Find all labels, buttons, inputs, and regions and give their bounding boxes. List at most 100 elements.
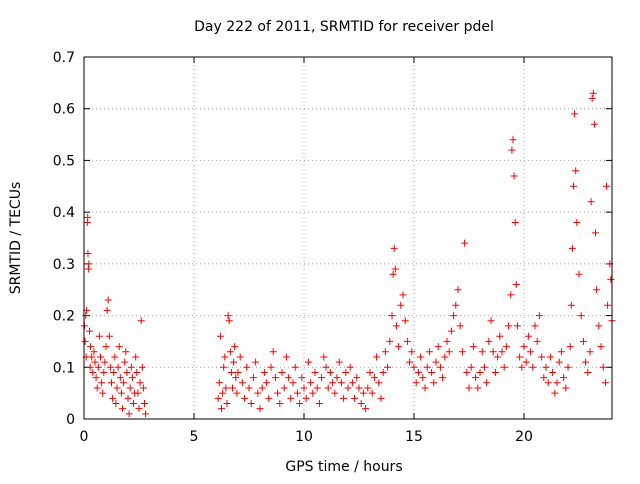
- data-point: [443, 337, 451, 345]
- data-point: [222, 384, 230, 392]
- y-tick-label: 0: [66, 412, 75, 428]
- data-point: [397, 301, 405, 309]
- data-point: [546, 353, 554, 361]
- data-point: [500, 363, 508, 371]
- data-point: [329, 379, 337, 387]
- data-point: [133, 368, 141, 376]
- data-point: [410, 363, 418, 371]
- data-point: [340, 394, 348, 402]
- data-point: [260, 368, 268, 376]
- data-point: [247, 399, 255, 407]
- data-point: [571, 110, 579, 118]
- data-point: [520, 343, 528, 351]
- data-point: [313, 384, 321, 392]
- data-point: [101, 358, 109, 366]
- data-point: [592, 229, 599, 237]
- data-point: [454, 286, 462, 294]
- data-point: [134, 389, 142, 397]
- data-point: [110, 368, 118, 376]
- data-point: [375, 379, 383, 387]
- data-point: [498, 348, 506, 356]
- data-point: [388, 312, 396, 320]
- data-point: [227, 368, 235, 376]
- data-point: [224, 312, 232, 320]
- data-point: [282, 353, 290, 361]
- data-point: [566, 343, 574, 351]
- data-point: [300, 384, 308, 392]
- data-point: [478, 348, 486, 356]
- data-point: [513, 322, 521, 330]
- data-point: [342, 368, 350, 376]
- data-point: [231, 343, 239, 351]
- x-axis-label: GPS time / hours: [285, 459, 402, 475]
- data-point: [241, 394, 249, 402]
- data-point: [601, 379, 609, 387]
- grid-layer: [84, 57, 612, 419]
- data-point: [219, 389, 227, 397]
- data-point: [293, 389, 301, 397]
- data-point: [97, 353, 104, 361]
- data-point: [245, 384, 253, 392]
- data-point: [417, 353, 425, 361]
- data-point: [139, 384, 147, 392]
- data-point: [348, 379, 356, 387]
- y-tick-label: 0.5: [53, 153, 75, 169]
- data-point: [214, 394, 222, 402]
- data-point: [346, 363, 354, 371]
- data-point: [141, 399, 148, 407]
- data-point: [524, 332, 532, 340]
- data-point: [491, 368, 499, 376]
- data-point: [84, 250, 92, 258]
- data-point: [258, 384, 266, 392]
- data-point: [263, 379, 271, 387]
- data-point: [395, 343, 403, 351]
- data-point: [318, 374, 326, 382]
- data-point: [121, 358, 129, 366]
- data-point: [108, 379, 115, 387]
- data-point: [254, 389, 262, 397]
- data-point: [236, 353, 244, 361]
- data-point: [516, 353, 524, 361]
- data-point: [287, 394, 295, 402]
- data-point: [509, 136, 517, 144]
- data-point: [445, 348, 453, 356]
- data-point: [564, 363, 572, 371]
- data-point: [589, 89, 597, 97]
- data-point: [81, 337, 89, 345]
- data-point: [544, 379, 552, 387]
- data-point: [218, 405, 225, 413]
- data-point: [469, 343, 477, 351]
- data-point: [463, 368, 471, 376]
- data-point: [355, 384, 363, 392]
- y-tick-label: 0.3: [53, 257, 75, 273]
- chart-title: Day 222 of 2011, SRMTID for receiver pde…: [194, 19, 494, 35]
- data-point: [595, 322, 603, 330]
- data-point: [103, 306, 111, 314]
- data-point: [119, 405, 126, 413]
- data-point: [483, 379, 491, 387]
- data-point: [406, 358, 414, 366]
- data-point: [137, 317, 145, 325]
- data-point: [138, 363, 146, 371]
- data-point: [311, 368, 319, 376]
- data-point: [567, 301, 575, 309]
- data-point: [249, 374, 257, 382]
- data-point: [123, 368, 131, 376]
- data-point: [447, 327, 455, 335]
- data-point: [485, 337, 493, 345]
- data-point: [467, 363, 475, 371]
- x-tick-label: 5: [190, 429, 199, 445]
- data-point: [408, 348, 416, 356]
- data-point: [351, 394, 359, 402]
- y-tick-label: 0.6: [53, 102, 75, 118]
- data-point: [570, 182, 577, 190]
- data-point: [588, 94, 596, 102]
- data-point: [256, 405, 264, 413]
- data-point: [582, 358, 590, 366]
- data-point: [439, 374, 447, 382]
- data-point: [89, 368, 97, 376]
- y-tick-label: 0.2: [53, 309, 75, 325]
- data-point: [269, 348, 277, 356]
- data-point: [441, 353, 449, 361]
